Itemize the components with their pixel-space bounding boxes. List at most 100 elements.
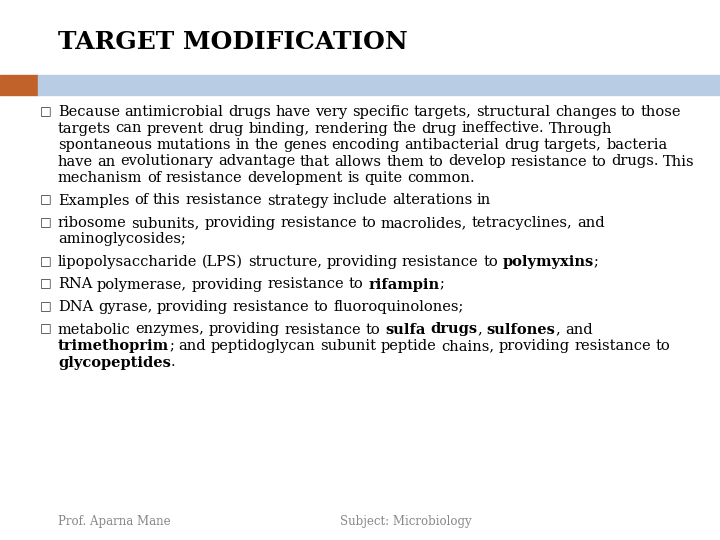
Bar	[38, 75, 720, 95]
Text: structure,: structure,	[248, 255, 322, 269]
Text: providing: providing	[209, 322, 280, 336]
Text: have: have	[276, 105, 311, 119]
Text: subunit: subunit	[320, 339, 377, 353]
Text: ,: ,	[556, 322, 560, 336]
Text: rifampin: rifampin	[368, 278, 439, 292]
Text: common.: common.	[407, 171, 474, 185]
Text: providing: providing	[204, 216, 276, 230]
Text: evolutionary: evolutionary	[121, 154, 214, 168]
Text: Examples: Examples	[58, 193, 130, 207]
Text: Because: Because	[58, 105, 120, 119]
Text: .: .	[171, 355, 176, 369]
Text: and: and	[577, 216, 605, 230]
Text: aminoglycosides;: aminoglycosides;	[58, 233, 186, 246]
Text: targets: targets	[58, 122, 111, 136]
Text: the: the	[392, 122, 417, 136]
Text: □: □	[40, 322, 52, 335]
Text: antibacterial: antibacterial	[405, 138, 499, 152]
Text: TARGET MODIFICATION: TARGET MODIFICATION	[58, 30, 408, 54]
Text: very: very	[315, 105, 348, 119]
Text: providing: providing	[192, 278, 263, 292]
Text: advantage: advantage	[218, 154, 295, 168]
Text: drugs: drugs	[431, 322, 477, 336]
Text: develop: develop	[448, 154, 505, 168]
Text: to: to	[483, 255, 498, 269]
Text: trimethoprim: trimethoprim	[58, 339, 169, 353]
Text: resistance: resistance	[402, 255, 479, 269]
Text: □: □	[40, 193, 52, 206]
Text: to: to	[656, 339, 671, 353]
Text: providing: providing	[499, 339, 570, 353]
Text: drugs: drugs	[228, 105, 271, 119]
Text: glycopeptides: glycopeptides	[58, 355, 171, 369]
Text: ;: ;	[439, 278, 444, 292]
Text: quite: quite	[364, 171, 402, 185]
Text: antimicrobial: antimicrobial	[125, 105, 223, 119]
Text: mechanism: mechanism	[58, 171, 143, 185]
Text: resistance: resistance	[510, 154, 587, 168]
Text: providing: providing	[326, 255, 397, 269]
Text: drug: drug	[504, 138, 539, 152]
Text: enzymes,: enzymes,	[135, 322, 204, 336]
Text: in: in	[235, 138, 250, 152]
Text: Subject: Microbiology: Subject: Microbiology	[340, 515, 472, 528]
Text: to: to	[621, 105, 636, 119]
Text: them: them	[386, 154, 424, 168]
Text: subunits,: subunits,	[131, 216, 199, 230]
Text: binding,: binding,	[248, 122, 310, 136]
Text: providing: providing	[157, 300, 228, 314]
Text: to: to	[428, 154, 444, 168]
Text: genes: genes	[283, 138, 327, 152]
Text: have: have	[58, 154, 93, 168]
Text: an: an	[98, 154, 116, 168]
Text: resistance: resistance	[268, 278, 344, 292]
Text: resistance: resistance	[284, 322, 361, 336]
Text: mutations: mutations	[157, 138, 231, 152]
Text: sulfones: sulfones	[487, 322, 556, 336]
Text: □: □	[40, 216, 52, 229]
Text: resistance: resistance	[280, 216, 356, 230]
Text: strategy: strategy	[266, 193, 328, 207]
Text: bacteria: bacteria	[606, 138, 667, 152]
Text: resistance: resistance	[185, 193, 262, 207]
Text: targets,: targets,	[413, 105, 472, 119]
Text: ineffective.: ineffective.	[462, 122, 544, 136]
Text: targets,: targets,	[544, 138, 602, 152]
Text: Prof. Aparna Mane: Prof. Aparna Mane	[58, 515, 171, 528]
Text: those: those	[640, 105, 681, 119]
Text: □: □	[40, 255, 52, 268]
Text: of: of	[134, 193, 148, 207]
Text: specific: specific	[352, 105, 409, 119]
Text: gyrase,: gyrase,	[98, 300, 152, 314]
Text: resistance: resistance	[166, 171, 243, 185]
Text: ribosome: ribosome	[58, 216, 127, 230]
Text: drug: drug	[421, 122, 456, 136]
Text: structural: structural	[476, 105, 550, 119]
Text: polymyxins: polymyxins	[503, 255, 594, 269]
Text: ;: ;	[594, 255, 599, 269]
Text: and: and	[565, 322, 593, 336]
Text: encoding: encoding	[332, 138, 400, 152]
Text: Through: Through	[549, 122, 612, 136]
Text: tetracyclines,: tetracyclines,	[472, 216, 572, 230]
Text: include: include	[333, 193, 387, 207]
Text: sulfa: sulfa	[385, 322, 426, 336]
Text: in: in	[477, 193, 491, 207]
Bar	[0, 75, 38, 95]
Text: (LPS): (LPS)	[202, 255, 243, 269]
Text: spontaneous: spontaneous	[58, 138, 152, 152]
Text: that: that	[300, 154, 330, 168]
Text: resistance: resistance	[233, 300, 310, 314]
Text: drug: drug	[209, 122, 244, 136]
Text: to: to	[314, 300, 328, 314]
Text: macrolides,: macrolides,	[381, 216, 467, 230]
Text: to: to	[366, 322, 381, 336]
Text: □: □	[40, 105, 52, 118]
Text: of: of	[147, 171, 161, 185]
Text: fluoroquinolones;: fluoroquinolones;	[333, 300, 464, 314]
Text: peptide: peptide	[381, 339, 436, 353]
Text: to: to	[592, 154, 606, 168]
Text: this: this	[153, 193, 181, 207]
Text: chains,: chains,	[441, 339, 495, 353]
Text: RNA: RNA	[58, 278, 92, 292]
